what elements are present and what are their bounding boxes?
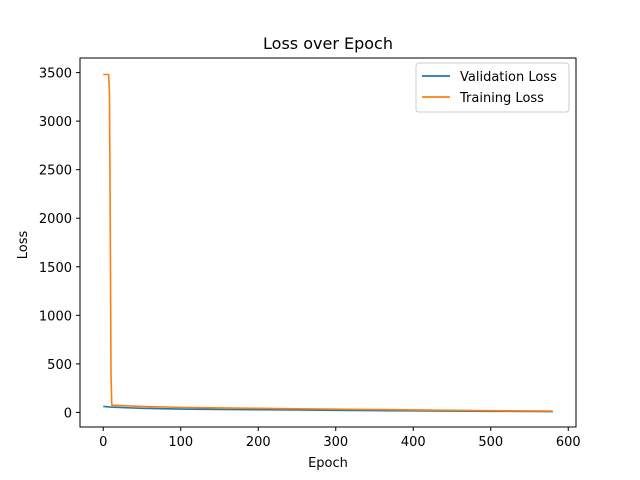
x-tick-label: 300 <box>323 435 348 450</box>
y-tick-label: 2000 <box>39 212 72 227</box>
axes-frame <box>79 57 577 428</box>
x-axis-title: Epoch <box>308 456 348 471</box>
chart-title: Loss over Epoch <box>263 34 393 53</box>
x-tick-label: 600 <box>556 435 581 450</box>
y-tick-label: 1000 <box>39 309 72 324</box>
y-axis-title: Loss <box>16 231 31 260</box>
legend-box <box>415 62 570 113</box>
x-tick-label: 100 <box>168 435 193 450</box>
series-line-training-loss <box>103 73 553 412</box>
y-tick-label: 1500 <box>39 261 72 276</box>
y-tick-label: 2500 <box>39 164 72 179</box>
y-tick-label: 0 <box>64 406 72 421</box>
legend-label: Validation Loss <box>460 70 557 85</box>
x-tick-label: 500 <box>478 435 503 450</box>
x-tick-label: 400 <box>401 435 426 450</box>
y-tick-label: 3500 <box>39 67 72 82</box>
x-axis-ticks: 0 100 200 300 400 500 600 <box>99 427 581 450</box>
x-tick-label: 0 <box>99 435 107 450</box>
series-layer <box>103 73 553 413</box>
y-tick-label: 500 <box>47 358 72 373</box>
y-axis-ticks: 0 500 1000 1500 2000 2500 3000 3500 <box>39 67 80 421</box>
x-tick-label: 200 <box>246 435 271 450</box>
legend: Validation Loss Training Loss <box>415 62 570 113</box>
y-tick-label: 3000 <box>39 115 72 130</box>
legend-label: Training Loss <box>459 91 544 106</box>
